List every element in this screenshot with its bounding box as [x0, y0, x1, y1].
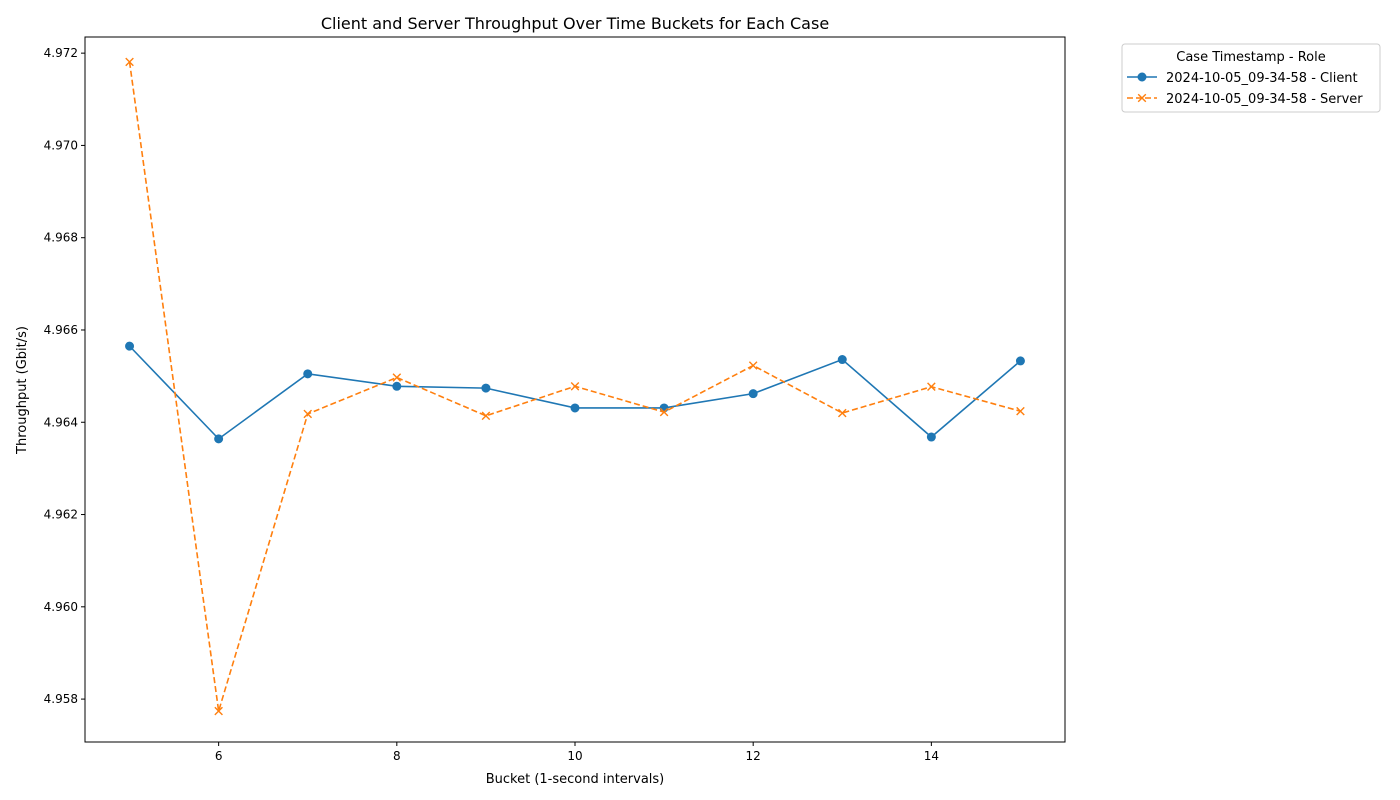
- data-point-client: [214, 434, 224, 444]
- y-tick-label: 4.964: [44, 415, 78, 429]
- legend: Case Timestamp - Role 2024-10-05_09-34-5…: [1121, 43, 1381, 113]
- axes-frame: [84, 36, 1066, 743]
- legend-entry-server: 2024-10-05_09-34-58 - Server: [1127, 92, 1363, 107]
- y-tick-label: 4.972: [44, 46, 78, 60]
- data-point-server: [392, 373, 402, 382]
- data-point-client: [837, 355, 847, 365]
- data-point-server: [927, 382, 936, 392]
- legend-label-server: 2024-10-05_09-34-58 - Server: [1166, 92, 1363, 107]
- data-point-client: [926, 432, 936, 442]
- data-point-client: [481, 383, 491, 393]
- x-tick-label: 10: [567, 749, 582, 763]
- data-point-server: [303, 409, 313, 419]
- x-tick-label: 14: [924, 749, 939, 763]
- data-point-client: [125, 341, 135, 351]
- data-point-client: [1015, 356, 1025, 366]
- data-point-server: [748, 361, 758, 370]
- data-point-server: [1016, 406, 1025, 416]
- legend-title: Case Timestamp - Role: [1176, 50, 1325, 65]
- legend-entry-client: 2024-10-05_09-34-58 - Client: [1127, 71, 1358, 86]
- series-client: [125, 341, 1025, 444]
- data-point-server: [481, 411, 491, 421]
- data-point-client: [303, 369, 313, 379]
- legend-box: [1121, 43, 1381, 113]
- y-tick-label: 4.960: [44, 600, 78, 614]
- y-tick-label: 4.958: [44, 692, 78, 706]
- y-tick-label: 4.966: [44, 323, 78, 337]
- x-axis-label: Bucket (1-second intervals): [486, 772, 665, 787]
- data-point-server: [570, 381, 580, 391]
- x-tick-label: 8: [393, 749, 401, 763]
- series-server: [125, 57, 1025, 716]
- legend-marker-client: [1137, 72, 1147, 82]
- data-point-server: [659, 407, 669, 417]
- plot-area: 6 8 10 12 14 4.958 4.960 4.962 4.964 4.966 4.968 4.…: [44, 46, 1025, 763]
- y-tick-label: 4.970: [44, 138, 78, 152]
- data-point-client: [570, 403, 580, 413]
- data-point-server: [837, 408, 847, 418]
- legend-label-client: 2024-10-05_09-34-58 - Client: [1166, 71, 1358, 86]
- x-tick-label: 6: [215, 749, 223, 763]
- y-tick-label: 4.962: [44, 508, 78, 522]
- data-point-client: [392, 381, 402, 391]
- data-point-client: [748, 389, 758, 399]
- data-point-server: [125, 57, 134, 67]
- x-tick-label: 12: [746, 749, 761, 763]
- legend-marker-server: [1137, 93, 1147, 103]
- data-point-server: [214, 706, 223, 716]
- chart-title: Client and Server Throughput Over Time B…: [321, 14, 829, 33]
- y-tick-label: 4.968: [44, 231, 78, 245]
- y-axis-label: Throughput (Gbit/s): [15, 326, 30, 455]
